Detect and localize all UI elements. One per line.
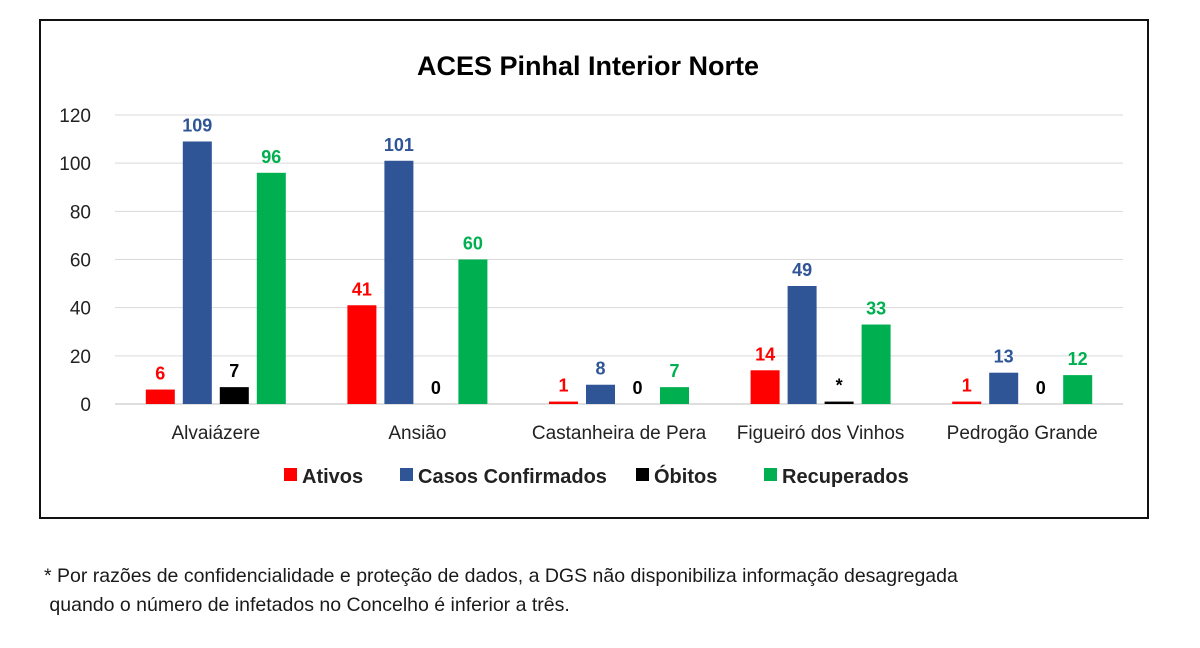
- bar-chart: ACES Pinhal Interior Norte 0204060801001…: [59, 51, 1123, 488]
- x-tick-label: Pedrogão Grande: [947, 423, 1098, 444]
- bar-óbitos: [219, 387, 249, 404]
- y-tick-label: 80: [70, 202, 91, 223]
- x-tick-label: Figueiró dos Vinhos: [737, 423, 905, 444]
- y-axis-ticks: 0 20 40 60 80 100 120: [59, 106, 91, 416]
- legend-swatch: [284, 468, 297, 481]
- data-label: 1: [558, 376, 568, 396]
- bar-recuperados: [861, 324, 891, 404]
- bar-casos-confirmados: [182, 141, 212, 404]
- x-tick-label: Castanheira de Pera: [532, 423, 707, 444]
- bar-casos-confirmados: [586, 384, 615, 404]
- data-label: 60: [463, 234, 483, 254]
- bar-óbitos: [824, 401, 854, 404]
- legend-label: Óbitos: [654, 464, 717, 488]
- bar-ativos: [145, 389, 175, 404]
- y-tick-label: 60: [70, 251, 91, 272]
- chart-frame: ACES Pinhal Interior Norte 0 20 40 60 80 100 1…: [39, 19, 1149, 519]
- bar-recuperados: [660, 387, 689, 404]
- bar-casos-confirmados: [384, 160, 414, 404]
- footnote-line-1: * Por razões de confidencialidade e prot…: [44, 565, 958, 587]
- legend-label: Ativos: [302, 466, 363, 488]
- x-tick-label: Alvaiázere: [171, 423, 260, 444]
- data-label: 6: [155, 364, 165, 384]
- bar-recuperados: [256, 172, 286, 404]
- data-label: 49: [792, 260, 812, 280]
- y-tick-label: 20: [70, 347, 91, 368]
- data-label: 0: [632, 378, 642, 398]
- data-label: 12: [1068, 349, 1088, 369]
- y-tick-label: 100: [59, 154, 91, 175]
- data-label: 0: [1036, 378, 1046, 398]
- x-axis-labels: Alvaiázere Ansião Castanheira de Pera Figue…: [171, 423, 1097, 444]
- footnote: * Por razões de confidencialidade e prot…: [44, 562, 958, 620]
- data-label: 96: [261, 147, 281, 167]
- bar-casos-confirmados: [787, 285, 817, 404]
- legend-swatch: [636, 468, 649, 481]
- data-label: 0: [431, 378, 441, 398]
- y-tick-label: 40: [70, 299, 91, 320]
- legend-label: Recuperados: [782, 466, 909, 488]
- bar-casos-confirmados: [989, 372, 1019, 404]
- y-tick-label: 120: [59, 106, 91, 127]
- bar-ativos: [750, 370, 780, 404]
- bars: 6 109 7 96 41 101 0 60 1 8 0 7 14 49 * 33 1 13 0 12: [145, 115, 1093, 404]
- data-label: 101: [384, 135, 414, 155]
- data-label: 1: [962, 376, 972, 396]
- legend-swatch: [400, 468, 413, 481]
- y-tick-label: 0: [80, 395, 91, 416]
- bar-recuperados: [1063, 375, 1093, 404]
- bar-ativos: [347, 305, 377, 404]
- chart-title: ACES Pinhal Interior Norte: [417, 51, 759, 81]
- data-label: 8: [595, 359, 605, 379]
- x-tick-label: Ansião: [388, 423, 446, 444]
- data-label: 13: [994, 347, 1014, 367]
- legend-swatch: [764, 468, 777, 481]
- data-label: *: [836, 376, 843, 396]
- bar-ativos: [952, 401, 982, 404]
- data-label: 14: [755, 344, 775, 364]
- data-label: 7: [669, 361, 679, 381]
- data-label: 109: [182, 115, 212, 135]
- legend: Ativos Casos Confirmados Óbitos Recuperados: [284, 464, 909, 488]
- footnote-line-2: quando o número de infetados no Concelho…: [44, 594, 570, 616]
- data-label: 41: [352, 279, 372, 299]
- legend-label: Casos Confirmados: [418, 466, 607, 488]
- bar-ativos: [549, 401, 578, 404]
- data-label: 33: [866, 299, 886, 319]
- data-label: 7: [229, 361, 239, 381]
- bar-recuperados: [458, 259, 488, 404]
